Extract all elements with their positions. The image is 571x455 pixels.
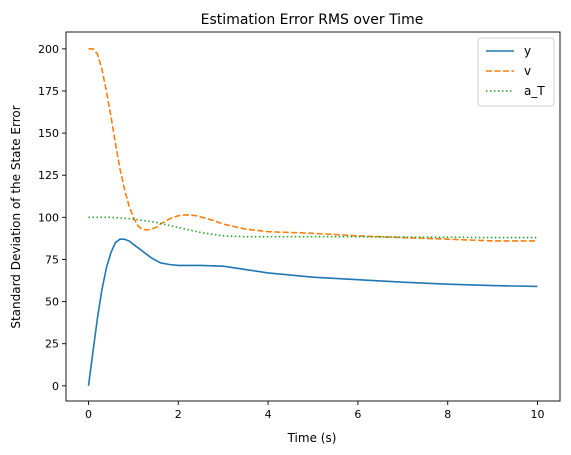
y-tick-label: 75: [45, 253, 59, 266]
y-tick-label: 150: [38, 127, 59, 140]
y-tick-label: 25: [45, 338, 59, 351]
x-tick-label: 10: [531, 408, 545, 421]
x-tick-label: 0: [85, 408, 92, 421]
y-tick-label: 200: [38, 43, 59, 56]
legend-label: y: [524, 44, 531, 58]
x-tick-label: 8: [444, 408, 451, 421]
y-tick-label: 100: [38, 211, 59, 224]
x-axis-label: Time (s): [287, 431, 337, 445]
x-tick-label: 6: [354, 408, 361, 421]
legend: yv a_T: [477, 37, 555, 107]
series-line-y: [87, 238, 538, 386]
y-tick-label: 125: [38, 169, 59, 182]
legend-label: a_T: [524, 84, 545, 98]
y-tick-label: 0: [52, 380, 59, 393]
y-axis-label: Standard Deviation of the State Error: [9, 105, 23, 328]
y-tick-label: 50: [45, 296, 59, 309]
chart-title: Estimation Error RMS over Time: [201, 12, 424, 28]
series-line-a-t: [88, 216, 538, 239]
axes-frame: [65, 31, 561, 402]
legend-label: v: [524, 64, 531, 78]
x-tick-label: 4: [265, 408, 272, 421]
y-tick-label: 175: [38, 85, 59, 98]
series-line-v: [88, 47, 538, 242]
legend-box: [477, 37, 555, 107]
x-tick-label: 2: [175, 408, 182, 421]
